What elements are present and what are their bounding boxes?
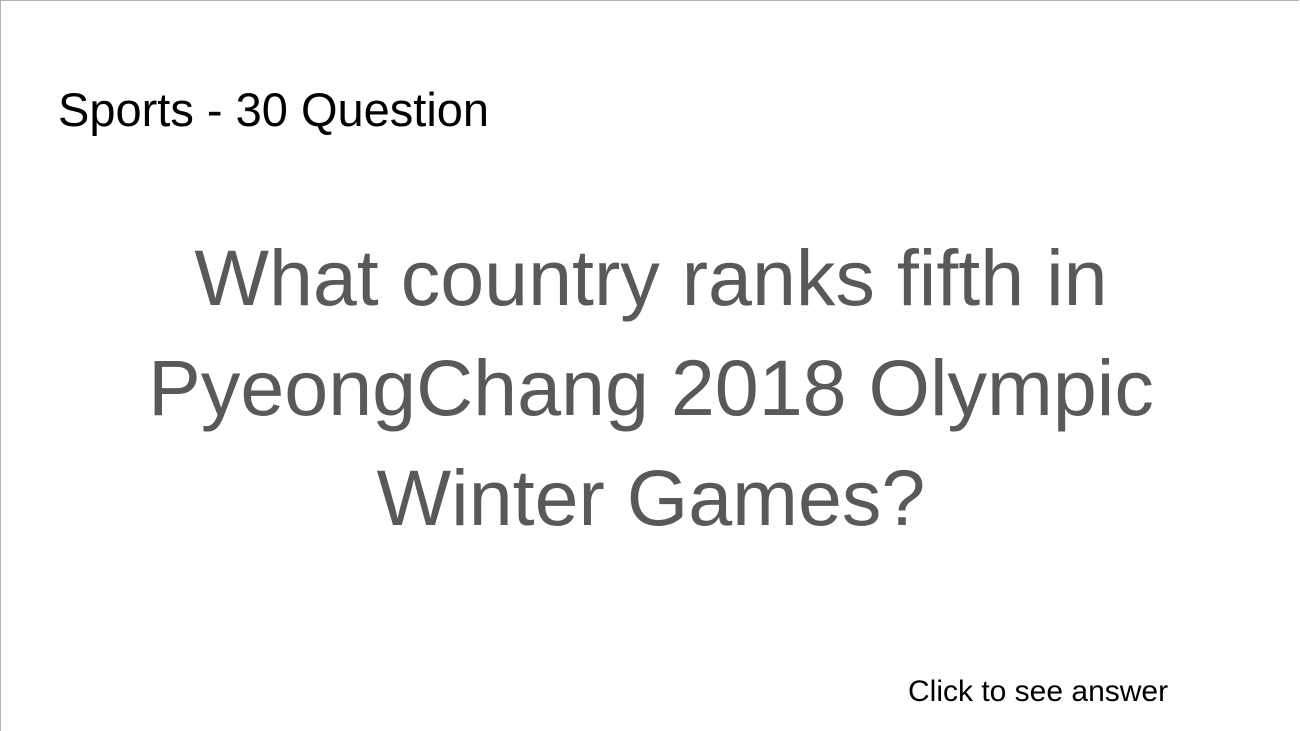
question-text: What country ranks fifth in PyeongChang …: [41, 223, 1261, 553]
see-answer-link[interactable]: Click to see answer: [908, 675, 1169, 708]
question-line: PyeongChang 2018 Olympic: [148, 343, 1154, 432]
slide-title: Sports - 30 Question: [58, 83, 490, 136]
question-line: What country ranks fifth in: [194, 233, 1108, 322]
question-line: Winter Games?: [376, 453, 926, 542]
